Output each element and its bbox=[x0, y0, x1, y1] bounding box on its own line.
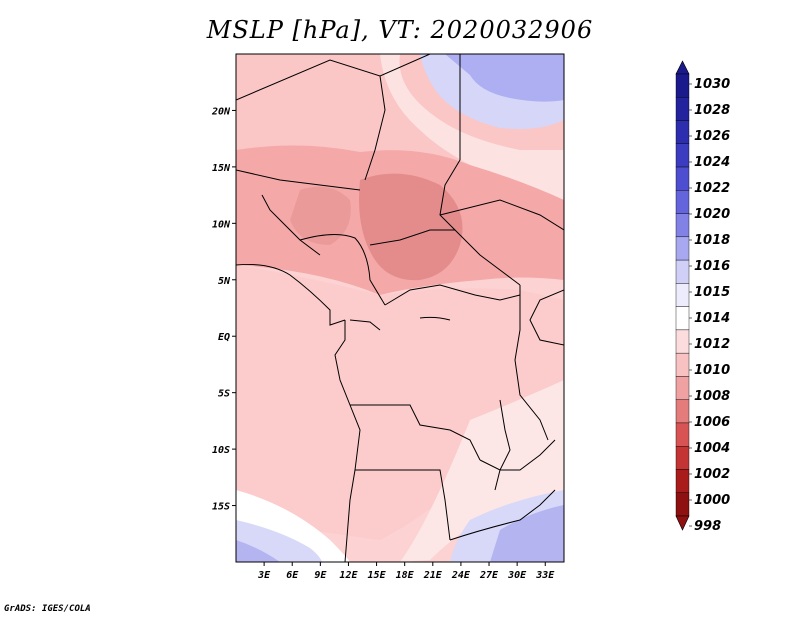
border-niger-chad bbox=[364, 75, 386, 181]
border-congo bbox=[349, 319, 381, 331]
pressure-field bbox=[236, 54, 564, 562]
colorbar-label: 1002 bbox=[694, 467, 730, 482]
map-frame bbox=[235, 53, 565, 563]
x-tick-label: 27E bbox=[479, 570, 499, 581]
colorbar-label: 1020 bbox=[694, 207, 730, 222]
colorbar-swatch bbox=[675, 329, 690, 354]
field-low-nigeria bbox=[290, 186, 351, 245]
border-west bbox=[261, 194, 321, 256]
coast-gabon-congo bbox=[334, 320, 351, 406]
field-whitish-north bbox=[380, 54, 564, 200]
colorbar-label: 1016 bbox=[694, 259, 730, 274]
colorbar-bottom-arrow bbox=[675, 515, 690, 531]
border-car-drc bbox=[384, 284, 521, 306]
border-nigeria-cameroon bbox=[299, 234, 386, 306]
x-tick-label: 30E bbox=[507, 570, 527, 581]
y-tick-label: 10N bbox=[212, 219, 231, 230]
border-angola-zambia bbox=[355, 469, 451, 541]
border-algeria-libya bbox=[236, 54, 431, 101]
colorbar-label: 1000 bbox=[694, 493, 730, 508]
x-tick-label: 21E bbox=[423, 570, 443, 581]
y-tick-label: EQ bbox=[218, 332, 230, 343]
colorbar-label: 1018 bbox=[694, 233, 730, 248]
colorbar-swatch bbox=[675, 190, 690, 214]
colorbar-swatch bbox=[675, 446, 690, 470]
field-whitish-se bbox=[400, 380, 564, 562]
border-sahel-north bbox=[236, 169, 361, 191]
colorbar-label: 1024 bbox=[694, 155, 730, 170]
colorbar-label: 1022 bbox=[694, 181, 730, 196]
field-high-sw-inner bbox=[236, 540, 280, 562]
x-axis: 3E 6E 9E 12E 15E 18E 21E 24E 27E 30E 33E bbox=[257, 562, 555, 581]
colorbar-label: 1010 bbox=[694, 363, 730, 378]
colorbar-swatch bbox=[675, 73, 690, 98]
x-tick-label: 24E bbox=[451, 570, 471, 581]
border-tanganyika bbox=[494, 399, 511, 491]
y-axis: 20N 15N 10N 5N EQ 5S 10S 15S bbox=[211, 106, 236, 513]
colorbar-label: 1008 bbox=[694, 389, 730, 404]
colorbar-swatch bbox=[675, 97, 690, 121]
border-angola-drc bbox=[350, 404, 481, 461]
x-tick-label: 9E bbox=[314, 570, 327, 581]
colorbar-swatch bbox=[675, 213, 690, 238]
x-tick-label: 12E bbox=[339, 570, 358, 581]
colorbar-swatch bbox=[675, 422, 690, 447]
x-tick-label: 15E bbox=[368, 570, 387, 581]
border-car bbox=[369, 229, 521, 286]
field-central bbox=[236, 265, 564, 540]
colorbar-swatch bbox=[675, 236, 690, 261]
field-deep-low bbox=[359, 173, 463, 281]
colorbar-label: 1030 bbox=[694, 77, 730, 92]
colorbar-swatch bbox=[675, 166, 690, 191]
y-tick-label: 20N bbox=[211, 106, 231, 117]
y-tick-label: 15S bbox=[212, 502, 230, 513]
border-zim bbox=[449, 489, 556, 541]
coast-gulf-guinea bbox=[236, 264, 346, 326]
field-high-ne-inner bbox=[445, 54, 564, 102]
colorbar-swatch bbox=[675, 306, 690, 331]
border-zambia-tz bbox=[479, 439, 556, 471]
grads-footer: GrADS: IGES/COLA bbox=[4, 604, 91, 614]
x-tick-label: 18E bbox=[396, 570, 415, 581]
colorbar-label: 998 bbox=[694, 519, 721, 534]
field-high-se-inner bbox=[490, 505, 564, 562]
border-chad-sudan bbox=[439, 54, 461, 231]
colorbar-swatch bbox=[675, 120, 690, 144]
colorbar: 1030 1028 1026 1024 1022 1020 1018 1016 1015 1014… bbox=[675, 60, 730, 534]
colorbar-swatch bbox=[675, 376, 690, 400]
colorbar-swatch bbox=[675, 469, 690, 493]
x-tick-label: 33E bbox=[535, 570, 555, 581]
y-tick-label: 5S bbox=[218, 389, 230, 400]
border-east-lakes bbox=[514, 285, 549, 441]
colorbar-label: 1012 bbox=[694, 337, 730, 352]
colorbar-label: 1006 bbox=[694, 415, 730, 430]
colorbar-label: 1004 bbox=[694, 441, 730, 456]
x-tick-label: 6E bbox=[286, 570, 299, 581]
colorbar-swatch bbox=[675, 259, 690, 284]
borders bbox=[236, 54, 564, 562]
map-title: MSLP [hPa], VT: 2020032906 bbox=[206, 16, 594, 44]
coast-lake-victoria bbox=[529, 289, 564, 346]
x-tick-label: 3E bbox=[257, 570, 271, 581]
border-sudan-ethiopia bbox=[439, 199, 564, 231]
colorbar-label: 1015 bbox=[694, 285, 730, 300]
colorbar-label: 1026 bbox=[694, 129, 730, 144]
colorbar-swatch bbox=[675, 492, 690, 517]
colorbar-label: 1014 bbox=[694, 311, 730, 326]
river-congo bbox=[419, 316, 451, 321]
y-tick-label: 15N bbox=[212, 163, 231, 174]
colorbar-top-arrow bbox=[675, 60, 690, 75]
y-tick-label: 5N bbox=[218, 276, 231, 287]
colorbar-swatch bbox=[675, 399, 690, 424]
y-tick-label: 10S bbox=[212, 445, 230, 456]
colorbar-swatch bbox=[675, 283, 690, 307]
colorbar-swatch bbox=[675, 143, 690, 168]
colorbar-swatch bbox=[675, 352, 690, 377]
colorbar-label: 1028 bbox=[694, 103, 730, 118]
